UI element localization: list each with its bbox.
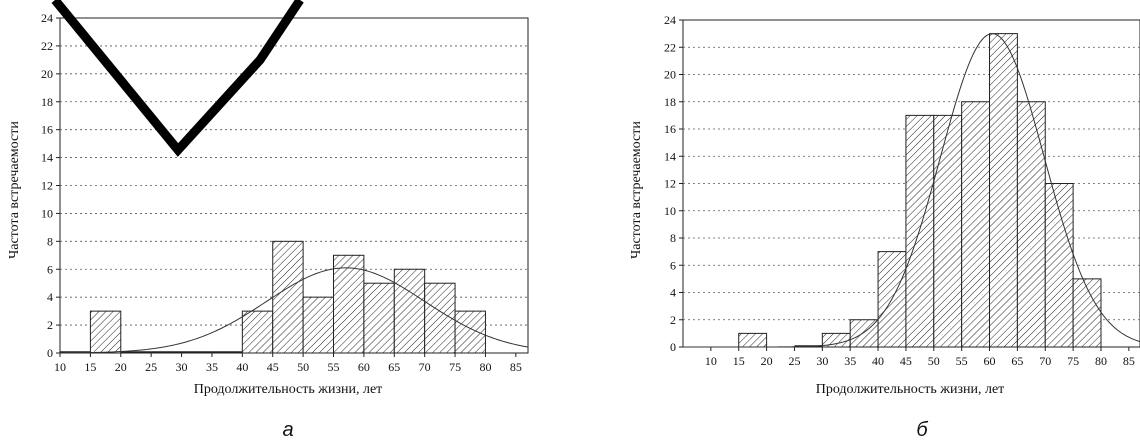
y-tick-label: 0 — [670, 340, 676, 354]
histogram-bar — [905, 114, 935, 348]
histogram-bar — [1072, 278, 1102, 348]
normal-fit-curve — [683, 33, 1140, 348]
watermark-graphic — [51, 0, 304, 157]
y-tick-label: 10 — [41, 206, 53, 220]
histogram-bar — [302, 296, 335, 354]
y-tick-label: 20 — [41, 67, 53, 81]
x-tick-label: 85 — [510, 360, 522, 374]
histogram-bar — [454, 310, 486, 354]
y-tick-label: 22 — [664, 40, 676, 54]
x-tick-label: 55 — [956, 354, 968, 368]
y-tick-label: 14 — [41, 151, 53, 165]
y-tick-label: 4 — [670, 286, 676, 300]
y-tick-label: 8 — [47, 234, 53, 248]
x-tick-label: 60 — [358, 360, 370, 374]
x-tick-label: 35 — [844, 354, 856, 368]
y-tick-label: 20 — [664, 68, 676, 82]
y-tick-label: 8 — [670, 231, 676, 245]
x-tick-label: 80 — [479, 360, 491, 374]
y-tick-label: 12 — [41, 179, 53, 193]
y-tick-label: 24 — [664, 13, 676, 27]
y-tick-label: 0 — [47, 346, 53, 360]
x-tick-label: 25 — [788, 354, 800, 368]
x-tick-label: 10 — [54, 360, 66, 374]
y-tick-label: 2 — [670, 313, 676, 327]
y-tick-label: 14 — [664, 149, 676, 163]
x-tick-label: 80 — [1095, 354, 1107, 368]
histogram-bar — [272, 240, 304, 354]
y-tick-label: 12 — [664, 177, 676, 191]
histogram-bar — [849, 319, 879, 348]
x-tick-label: 60 — [984, 354, 996, 368]
histogram-bar — [424, 282, 456, 354]
histogram-panel-a: Частота встречаемости Продолжительность … — [7, 11, 529, 441]
x-tick-label: 20 — [761, 354, 773, 368]
x-tick-label: 45 — [900, 354, 912, 368]
y-tick-label: 18 — [664, 95, 676, 109]
histogram-panel-b: Частота встречаемости Продолжительность … — [629, 13, 1140, 441]
histogram-bar — [961, 101, 991, 348]
x-tick-label: 15 — [733, 354, 745, 368]
x-axis-title: Продолжительность жизни, лет — [194, 382, 383, 397]
x-tick-label: 70 — [419, 360, 431, 374]
y-tick-label: 18 — [41, 95, 53, 109]
x-tick-label: 30 — [816, 354, 828, 368]
x-tick-label: 65 — [388, 360, 400, 374]
x-tick-label: 10 — [705, 354, 717, 368]
x-tick-label: 25 — [145, 360, 157, 374]
y-axis-title: Частота встречаемости — [629, 121, 644, 259]
histogram-bar — [738, 332, 768, 348]
x-tick-label: 75 — [1067, 354, 1079, 368]
histogram-bar — [989, 33, 1018, 348]
histogram-bar — [89, 310, 122, 354]
x-tick-label: 75 — [449, 360, 461, 374]
histogram-bar — [1016, 101, 1046, 348]
x-tick-label: 50 — [297, 360, 309, 374]
histogram-bar — [241, 310, 274, 354]
y-tick-label: 10 — [664, 204, 676, 218]
y-tick-label: 24 — [41, 11, 53, 25]
x-axis-title: Продолжительность жизни, лет — [816, 382, 1005, 397]
y-tick-label: 22 — [41, 39, 53, 53]
x-tick-label: 45 — [267, 360, 279, 374]
x-tick-label: 40 — [872, 354, 884, 368]
panel-label: б — [916, 419, 928, 441]
y-tick-label: 6 — [47, 262, 53, 276]
x-tick-label: 70 — [1039, 354, 1051, 368]
x-tick-label: 30 — [176, 360, 188, 374]
x-tick-label: 40 — [236, 360, 248, 374]
x-tick-label: 20 — [115, 360, 127, 374]
histogram-bar — [393, 268, 426, 354]
x-tick-label: 85 — [1123, 354, 1135, 368]
x-tick-label: 55 — [328, 360, 340, 374]
histogram-bar — [333, 254, 365, 354]
y-tick-label: 4 — [47, 290, 53, 304]
normal-fit-curve — [59, 267, 529, 354]
x-tick-label: 15 — [84, 360, 96, 374]
y-tick-label: 16 — [664, 122, 676, 136]
histogram-bar — [933, 114, 963, 348]
x-tick-label: 50 — [928, 354, 940, 368]
y-tick-label: 2 — [47, 318, 53, 332]
y-axis-title: Частота встречаемости — [7, 121, 22, 259]
x-tick-label: 35 — [206, 360, 218, 374]
y-tick-label: 6 — [670, 258, 676, 272]
x-tick-label: 65 — [1011, 354, 1023, 368]
panel-label: а — [282, 419, 293, 441]
histogram-bar — [1044, 183, 1074, 348]
y-tick-label: 16 — [41, 123, 53, 137]
histogram-bar — [363, 282, 395, 354]
